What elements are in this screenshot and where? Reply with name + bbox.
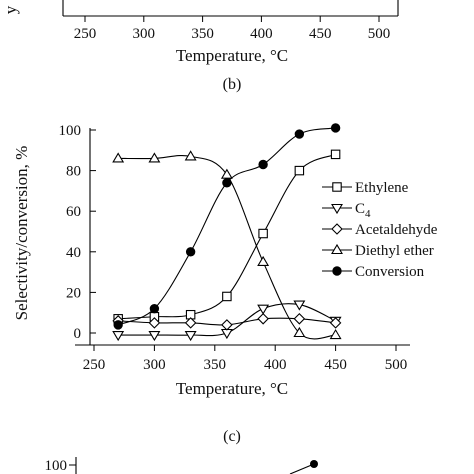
legend-marker-c4 (331, 203, 343, 215)
conversion-point (294, 129, 305, 139)
ethylene-point (294, 165, 305, 176)
y-axis-ticks: 0 20 40 60 80 100 (59, 123, 96, 342)
diethyl-ether-point (329, 328, 342, 340)
legend: Ethylene C4 Acetaldehyde Diethyl ether Conve… (322, 180, 438, 280)
acetaldehyde-point (148, 317, 161, 329)
acetaldehyde-point (293, 313, 306, 325)
c4-point (112, 330, 125, 342)
y-tick-label: 0 (74, 326, 82, 342)
legend-marker-acetaldehyde (331, 223, 343, 235)
ethylene-point (258, 228, 268, 239)
y-tick-label: 60 (66, 204, 81, 220)
c4-point (184, 330, 197, 342)
x-tick-label: 300 (143, 357, 166, 373)
legend-marker-ethylene (332, 182, 342, 192)
c4-point (257, 304, 270, 315)
panel-b-x-tick-label: 350 (191, 26, 214, 42)
legend-label-conversion: Conversion (355, 264, 425, 280)
y-tick-label: 40 (66, 245, 81, 261)
ethylene-point (222, 291, 232, 302)
x-axis-title: Temperature, °C (176, 379, 288, 398)
panel-c: Selectivity/conversion, % 0 20 40 60 80 100 2… (12, 123, 438, 445)
acetaldehyde-point (184, 317, 197, 329)
panel-d-y-tick-label: 100 (45, 458, 68, 474)
legend-label-acetaldehyde: Acetaldehyde (355, 222, 438, 238)
panel-b: y 250 300 350 400 450 500 Temperature, °C (b) (1, 0, 399, 93)
panel-d-point (310, 460, 318, 468)
conversion-point (113, 320, 123, 330)
panel-b-caption: (b) (223, 76, 242, 93)
panel-b-x-tick-label: 250 (74, 26, 97, 42)
ethylene-point (330, 149, 341, 160)
x-tick-label: 450 (324, 357, 347, 373)
legend-marker-diethyl-ether (331, 243, 343, 255)
panel-b-x-tick-label: 500 (368, 26, 391, 42)
acetaldehyde-point (329, 317, 342, 329)
conversion-point (149, 303, 160, 314)
y-tick-label: 80 (66, 164, 81, 180)
diethyl-ether-point (184, 150, 197, 161)
diethyl-ether-point (148, 152, 161, 163)
legend-marker-conversion (332, 266, 342, 276)
panel-b-x-ticks: 250 300 350 400 450 500 (74, 16, 391, 42)
plot-area (112, 123, 342, 342)
panel-b-clipped-ylabel: y (1, 5, 20, 14)
x-axis-ticks: 250 300 350 400 450 500 (83, 345, 408, 373)
panel-d-curve (289, 463, 315, 474)
conversion-point (185, 247, 196, 257)
diethyl-ether-point (257, 255, 270, 267)
diethyl-ether-point (293, 326, 306, 338)
x-tick-label: 250 (83, 357, 106, 373)
conversion-point (222, 178, 232, 188)
c4-point (293, 300, 306, 311)
panel-d: 100 (45, 457, 318, 474)
legend-label-c4: C4 (355, 201, 371, 220)
panel-b-x-tick-label: 300 (133, 26, 156, 42)
panel-b-x-axis-title: Temperature, °C (176, 46, 288, 65)
legend-label-diethyl-ether: Diethyl ether (355, 243, 434, 259)
conversion-point (330, 123, 341, 133)
x-tick-label: 500 (385, 357, 408, 373)
x-tick-label: 400 (264, 357, 287, 373)
c4-point (148, 330, 161, 342)
legend-label-ethylene: Ethylene (355, 180, 409, 196)
diethyl-ether-point (112, 152, 125, 163)
panel-b-x-tick-label: 400 (250, 26, 273, 42)
acetaldehyde-point (221, 319, 233, 331)
acetaldehyde-point (257, 313, 269, 325)
conversion-point (258, 159, 268, 170)
y-axis-title: Selectivity/conversion, % (12, 146, 31, 321)
y-tick-label: 100 (59, 123, 82, 139)
panel-b-x-tick-label: 450 (309, 26, 332, 42)
y-tick-label: 20 (66, 285, 81, 301)
panel-c-caption: (c) (223, 428, 241, 445)
x-tick-label: 350 (204, 357, 227, 373)
